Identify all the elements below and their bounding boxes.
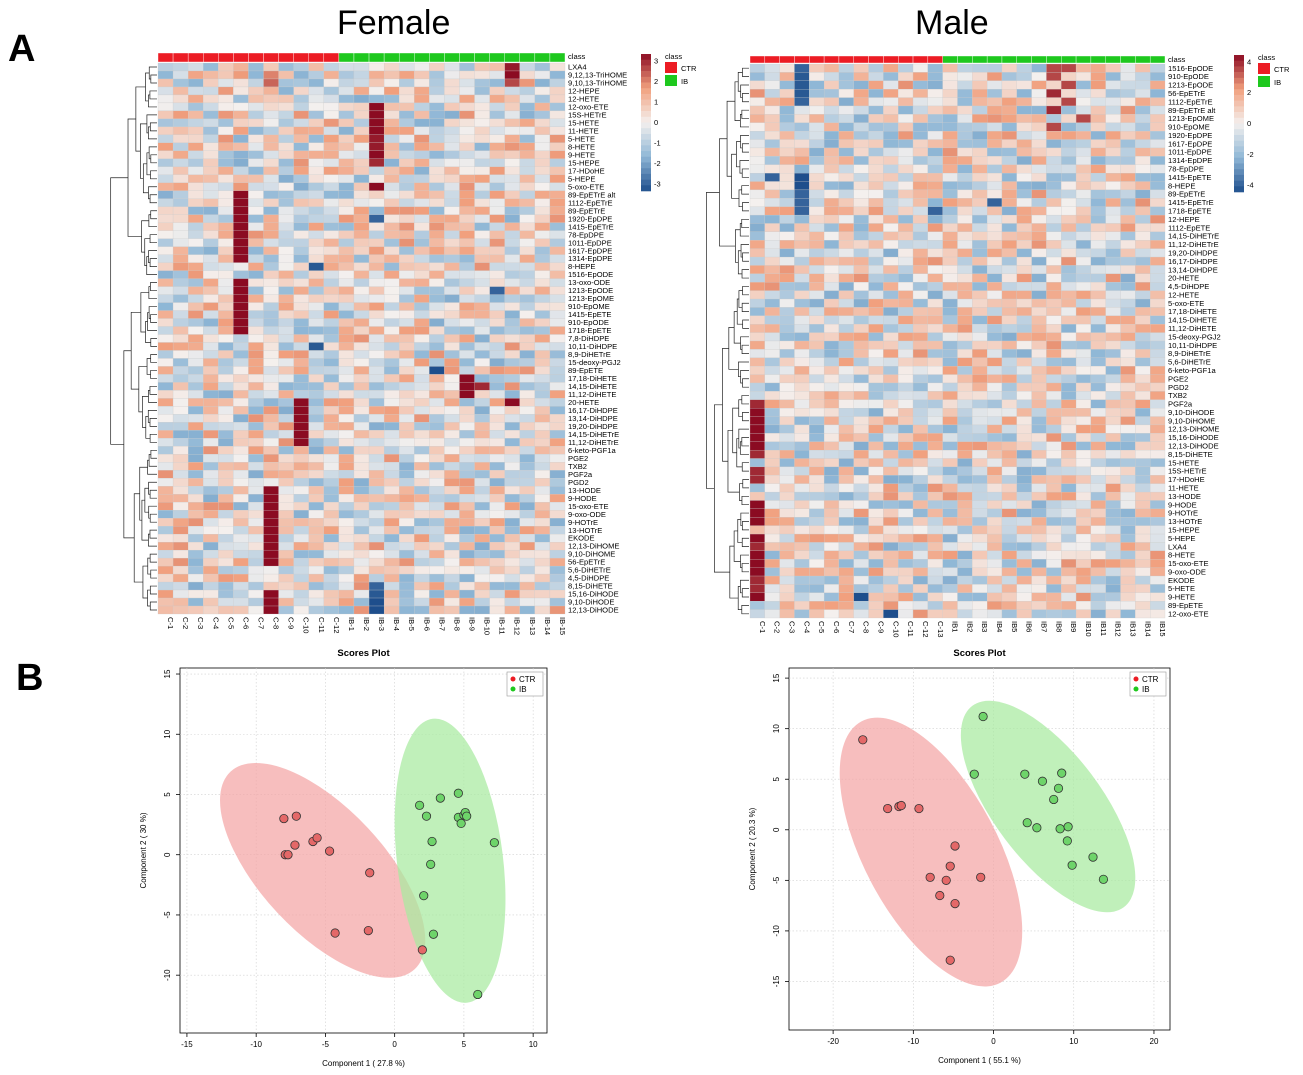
- row-label: 1213-EpOME: [568, 294, 614, 303]
- legend-label-ib: IB: [1142, 685, 1150, 694]
- data-point-ib: [1063, 822, 1073, 832]
- legend-label-ctr: CTR: [1142, 675, 1159, 684]
- male-heatmap-title: Male: [915, 4, 989, 42]
- row-label: 8-HETE: [568, 142, 595, 151]
- y-tick-label: 15: [772, 673, 781, 682]
- class-strip-cell: [549, 52, 566, 63]
- row-label: 12-HEPE: [568, 87, 600, 96]
- data-point-ib: [1055, 824, 1065, 834]
- data-point-ctr: [896, 800, 906, 811]
- data-point-ctr: [950, 841, 960, 851]
- row-label: 15-HETE: [568, 118, 599, 127]
- data-point-ctr: [976, 872, 986, 882]
- row-label: 1920-EpDPE: [568, 214, 612, 223]
- data-point-ib: [1088, 852, 1098, 862]
- row-label: 5-HEPE: [568, 174, 595, 183]
- row-label: 910-EpOME: [568, 302, 610, 311]
- row-label: 11-HETE: [568, 126, 599, 135]
- row-label: 9,10,13-TriHOME: [568, 79, 627, 88]
- data-point-ctr: [925, 872, 935, 882]
- row-label: 1213-EpODE: [568, 286, 613, 295]
- data-point-ib: [1053, 783, 1064, 793]
- row-label: 8-HEPE: [568, 262, 595, 271]
- legend-marker-ctr: [1133, 676, 1139, 682]
- data-point-ib: [1062, 836, 1072, 846]
- x-tick-label: 20: [1150, 1037, 1159, 1046]
- row-label: 12-HETE: [568, 95, 599, 104]
- row-label: LXA4: [568, 63, 587, 72]
- row-label: 1112-EpETrE: [568, 198, 613, 207]
- row-label: 1617-EpDPE: [568, 246, 612, 255]
- row-label: 15S-HETrE: [568, 111, 607, 120]
- y-tick-label: 5: [772, 776, 781, 781]
- data-point-ib: [1032, 823, 1042, 833]
- data-point-ib: [1098, 874, 1109, 884]
- row-label: 1011-EpDPE: [568, 238, 612, 247]
- y-tick-label: -15: [772, 975, 781, 987]
- row-label: 9-HETE: [568, 150, 595, 159]
- data-point-ib: [1057, 768, 1067, 778]
- y-tick-label: 0: [772, 827, 781, 832]
- y-tick-label: -10: [772, 925, 781, 937]
- class-annotation-label: class: [568, 52, 586, 61]
- data-point-ctr: [883, 803, 893, 814]
- row-label: 89-EpETrE: [568, 206, 605, 215]
- row-label: 13-oxo-ODE: [568, 278, 610, 287]
- panel-label-b: B: [16, 657, 44, 699]
- data-point-ib: [1049, 794, 1059, 805]
- row-label: 5-oxo-ETE: [568, 182, 604, 191]
- x-tick-label: 0: [991, 1037, 996, 1046]
- data-point-ctr: [945, 955, 955, 965]
- x-tick-label: -10: [908, 1037, 920, 1046]
- data-point-ctr: [858, 735, 868, 745]
- data-point-ctr: [914, 803, 924, 814]
- row-label: 89-EpETrE alt: [568, 190, 616, 199]
- female-heatmap-title: Female: [337, 4, 451, 42]
- y-tick-label: 10: [772, 724, 781, 733]
- row-label: 1415-EpETrE: [568, 222, 614, 231]
- data-point-ctr: [935, 890, 945, 901]
- data-point-ib: [1067, 860, 1077, 870]
- row-label: 1516-EpODE: [568, 270, 613, 279]
- row-label: 78-EpDPE: [568, 230, 604, 239]
- data-point-ib: [1020, 769, 1030, 779]
- row-label: 5-HETE: [568, 134, 595, 143]
- data-point-ctr: [945, 861, 955, 871]
- row-label: 15-HEPE: [568, 158, 600, 167]
- y-tick-label: -5: [772, 876, 781, 884]
- row-label: 17-HDoHE: [568, 166, 605, 175]
- row-label: 9,12,13-TriHOME: [568, 71, 627, 80]
- male-y-axis-label: Component 2 ( 20.3 %): [748, 807, 757, 890]
- male-scatter-title: Scores Plot: [953, 648, 1006, 659]
- row-label: 12-oxo-ETE: [568, 103, 609, 112]
- legend-marker-ib: [1133, 686, 1139, 692]
- data-point-ctr: [941, 875, 951, 885]
- data-point-ib: [978, 711, 988, 722]
- x-tick-label: 10: [1069, 1037, 1078, 1046]
- row-label: 1314-EpDPE: [568, 254, 612, 263]
- data-point-ctr: [950, 899, 960, 909]
- data-point-ib: [1037, 776, 1048, 786]
- x-tick-label: -20: [827, 1037, 839, 1046]
- data-point-ib: [1022, 818, 1032, 828]
- male-x-axis-label: Component 1 ( 55.1 %): [938, 1056, 1021, 1065]
- panel-label-a: A: [8, 28, 36, 70]
- data-point-ib: [969, 769, 979, 779]
